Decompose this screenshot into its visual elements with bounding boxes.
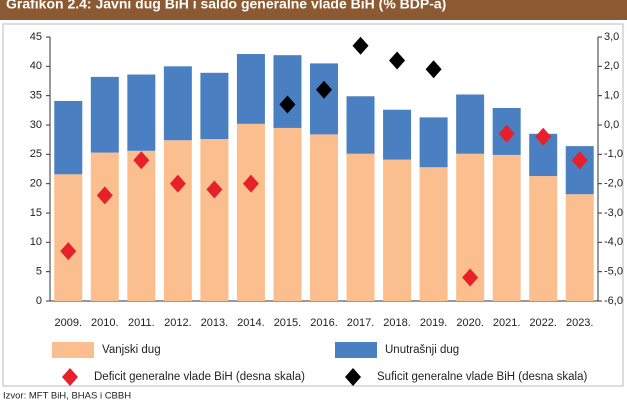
bar [236,123,265,302]
y2-tick-label: 0,0 [604,119,619,131]
x-tick-label: 2009. [55,317,83,329]
title-band [0,0,627,20]
y-tick-label: 10 [30,236,42,248]
y2-tick-label: -2,0 [604,178,623,190]
diamond-marker [60,242,77,261]
x-tick-label: 2016. [310,317,338,329]
y2-tick-label: -6,0 [604,295,623,307]
bar [492,154,521,301]
diamond-marker [571,151,588,170]
legend-swatch [52,342,94,358]
diamond-marker [352,36,369,55]
legend-label: Suficit generalne vlade BiH (desna skala… [377,371,587,383]
diamond-marker [169,174,186,193]
x-tick-label: 2011. [128,317,155,329]
bar [54,100,83,175]
bar [90,152,119,301]
x-tick-label: 2023. [566,317,594,329]
chart-title: Grafikon 2.4: Javni dug BiH i saldo gene… [6,0,446,12]
bar [529,176,558,301]
x-tick-label: 2014. [237,317,265,329]
x-tick-label: 2020. [456,317,484,329]
y-tick-label: 25 [30,148,42,160]
bar [236,54,265,124]
diamond-marker [425,60,442,79]
legend-label: Vanjski dug [102,344,161,356]
y-tick-label: 40 [30,60,42,72]
legend-swatch [335,342,377,358]
bar [127,150,156,301]
diamond-marker [535,127,552,146]
diamond-marker [389,51,406,70]
bar [383,159,412,301]
y2-tick-label: 2,0 [604,60,619,72]
y2-tick-label: -4,0 [604,236,623,248]
bar [383,109,412,160]
diamond-marker [316,80,332,99]
bar [456,94,485,154]
x-tick-label: 2019. [420,317,448,329]
diamond-marker [133,151,150,170]
diamond-marker [242,174,259,193]
bar [200,72,229,140]
y-tick-label: 0 [36,295,42,307]
x-tick-label: 2010. [91,317,119,329]
bar [346,96,375,154]
y2-tick-label: -1,0 [604,148,623,160]
bar [273,55,302,128]
legend-label: Deficit generalne vlade BiH (desna skala… [94,371,305,383]
bar [310,63,338,135]
y-tick-label: 30 [30,119,42,131]
source: Izvor: MFT BiH, BHAS i CBBH [3,391,131,402]
y2-tick-label: 1,0 [604,90,619,102]
y-tick-label: 20 [30,178,42,190]
diamond-marker [279,95,296,114]
x-tick-label: 2013. [201,317,229,329]
bar [565,194,594,301]
legend-label: Unutrašnji dug [385,344,459,356]
diamond-marker [462,268,479,287]
bar [163,140,192,301]
bar [310,134,338,301]
y2-tick-label: -5,0 [604,266,623,278]
diamond-marker [96,186,113,205]
bar [419,167,448,301]
y-tick-label: 45 [30,31,42,43]
y-tick-label: 35 [30,90,42,102]
x-tick-label: 2015. [274,317,302,329]
bar [346,153,375,301]
legend-swatch [345,368,361,386]
x-tick-label: 2018. [383,317,411,329]
x-tick-label: 2017. [347,317,375,329]
diamond-marker [206,180,223,199]
diamond-marker [498,124,515,143]
bar [273,127,302,301]
bar [54,174,83,301]
y2-tick-label: -3,0 [604,207,623,219]
y-tick-label: 15 [30,207,42,219]
bar [163,66,192,141]
x-tick-label: 2012. [164,317,192,329]
bar [90,76,119,153]
legend-swatch [62,368,78,386]
x-tick-label: 2021. [493,317,521,329]
y2-tick-label: 3,0 [604,31,619,43]
bar [127,74,156,151]
y-tick-label: 5 [36,266,42,278]
bar [419,117,448,168]
bar [200,139,229,301]
x-tick-label: 2022. [529,317,557,329]
